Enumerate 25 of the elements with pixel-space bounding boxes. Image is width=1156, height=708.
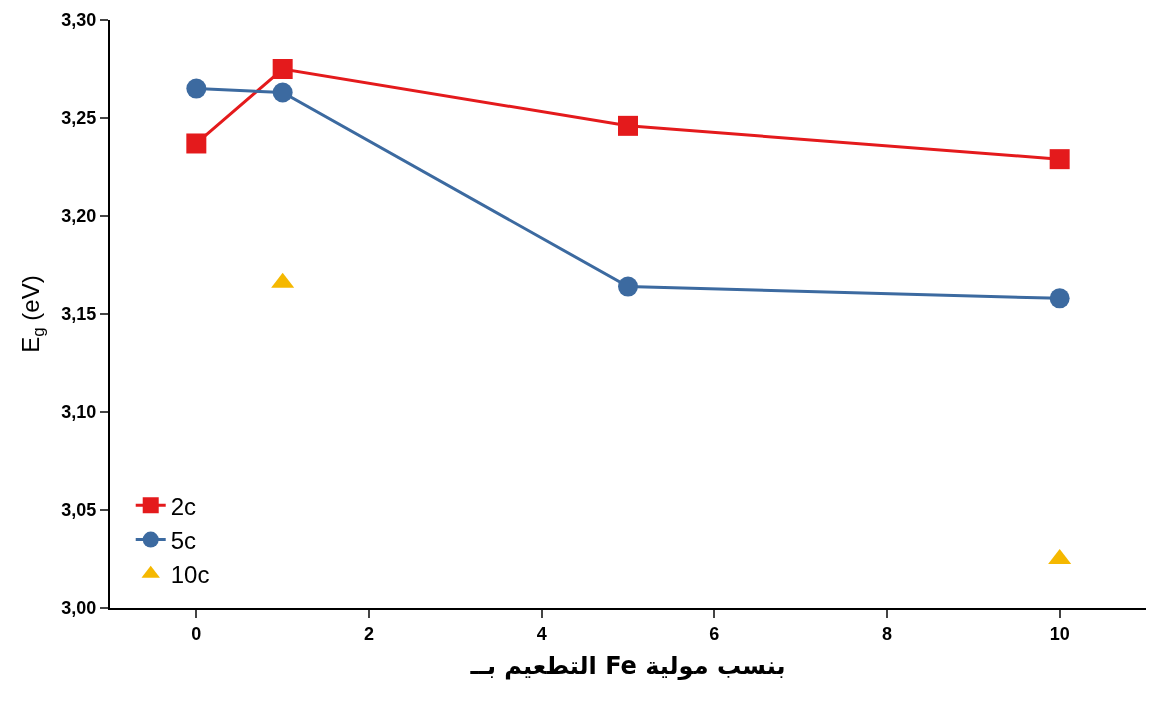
x-tick-label: 8 <box>881 623 893 644</box>
point <box>272 82 293 103</box>
point <box>272 59 293 79</box>
x-tick-label: 6 <box>709 623 720 644</box>
y-tick-label: 3,30 <box>61 10 97 31</box>
point <box>618 276 638 297</box>
legend-label: 10c <box>170 561 210 589</box>
point <box>186 78 207 99</box>
x-tick-label: 0 <box>191 623 202 644</box>
point <box>1049 288 1070 309</box>
point <box>618 115 638 136</box>
point <box>186 133 207 154</box>
x-tick-label: 2 <box>363 623 375 644</box>
legend-label: 2c <box>170 492 197 520</box>
point <box>1049 149 1070 170</box>
y-tick-label: 3,20 <box>61 206 97 227</box>
y-tick-label: 3,10 <box>61 402 97 423</box>
legend-label: 5c <box>170 526 197 554</box>
y-tick-label: 3,05 <box>61 500 97 521</box>
y-tick-label: 3,00 <box>61 598 97 619</box>
x-tick-label: 4 <box>536 623 547 644</box>
y-tick-label: 3,25 <box>61 108 97 129</box>
x-tick-label: 10 <box>1049 623 1070 644</box>
y-tick-label: 3,15 <box>61 304 97 325</box>
x-axis-title: التطعيم بــ Fe بنسب مولية <box>469 652 786 681</box>
